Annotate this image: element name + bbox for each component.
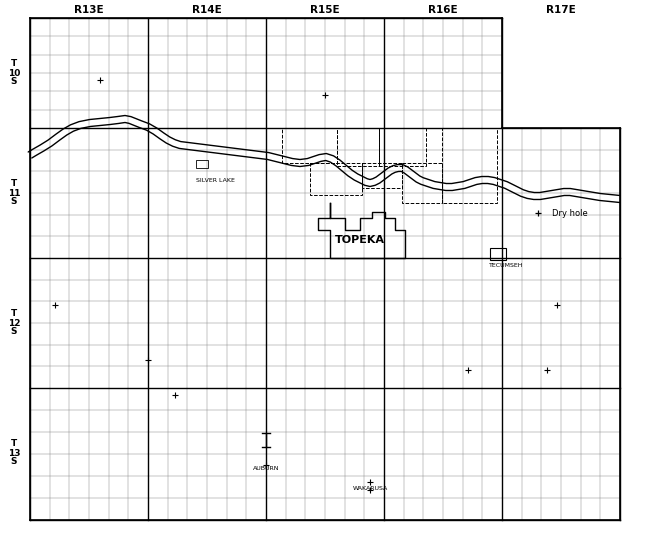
Text: T
11
S: T 11 S (8, 180, 20, 206)
Text: R13E: R13E (74, 5, 104, 15)
Text: R16E: R16E (428, 5, 458, 15)
Bar (490, 248, 506, 260)
Text: R17E: R17E (546, 5, 576, 15)
Text: AUBURN: AUBURN (253, 466, 280, 471)
Bar (282, 128, 337, 163)
Bar (362, 163, 402, 188)
Text: TECUMSEH: TECUMSEH (489, 263, 523, 268)
Bar (310, 163, 362, 195)
Bar (196, 160, 208, 168)
Bar (442, 128, 497, 203)
Text: SILVER LAKE: SILVER LAKE (196, 178, 235, 183)
Text: Dry hole: Dry hole (552, 209, 588, 218)
Text: WAKARUSA: WAKARUSA (352, 486, 387, 491)
Bar (337, 128, 379, 166)
Text: R15E: R15E (310, 5, 340, 15)
Bar (402, 163, 442, 203)
Text: T
12
S: T 12 S (8, 309, 20, 337)
Bar (379, 128, 426, 166)
Text: TOPEKA: TOPEKA (335, 235, 385, 245)
Text: T
13
S: T 13 S (8, 440, 20, 466)
Text: R14E: R14E (192, 5, 222, 15)
Text: T
10
S: T 10 S (8, 59, 20, 86)
